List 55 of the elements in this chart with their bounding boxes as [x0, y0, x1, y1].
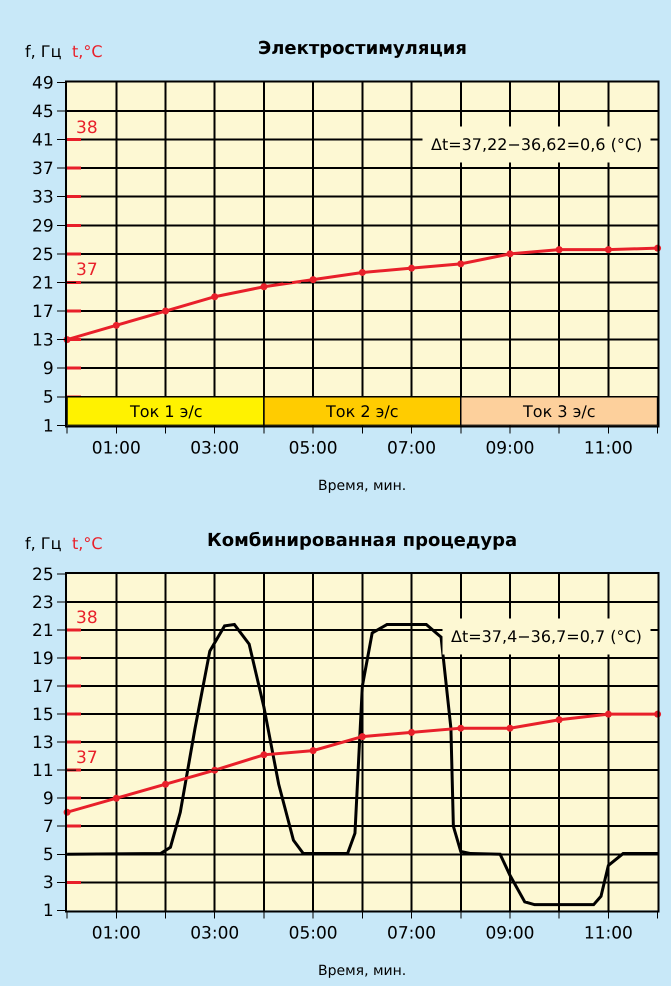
y-tick-label: 33 [32, 188, 54, 208]
y-tick-label: 45 [32, 102, 54, 122]
chart-title: Комбинированная процедура [207, 530, 518, 551]
x-tick-label: 05:00 [288, 924, 338, 944]
y-tick-label: 29 [32, 216, 54, 236]
y2-axis-title: t,°C [72, 42, 103, 61]
y-tick-label: 1 [42, 416, 54, 436]
y2-tick-label: 38 [76, 608, 98, 628]
y2-tick-label: 37 [76, 748, 98, 768]
y-tick-label: 49 [32, 73, 54, 94]
y-tick-label: 13 [32, 330, 54, 351]
y-tick-label: 5 [42, 388, 54, 408]
y-tick-label: 37 [32, 159, 54, 180]
x-tick-label: 09:00 [485, 438, 534, 459]
x-tick-label: 07:00 [387, 924, 436, 944]
y-tick-label: 13 [32, 733, 54, 754]
y-tick-label: 41 [32, 130, 54, 151]
y-tick-label: 17 [32, 677, 54, 698]
y-tick-label: 9 [42, 789, 54, 810]
y-tick-label: 21 [32, 273, 54, 294]
x-tick-label: 07:00 [387, 438, 436, 459]
y-tick-label: 17 [32, 302, 54, 322]
y-tick-label: 25 [32, 565, 54, 586]
y-tick-label: 5 [42, 845, 54, 866]
x-axis-title: Время, мин. [318, 963, 406, 979]
x-tick-label: 03:00 [190, 924, 240, 944]
x-tick-label: 11:00 [584, 924, 633, 944]
y-tick-label: 15 [32, 705, 54, 726]
y-tick-label: 11 [32, 761, 54, 782]
annotation: Δt=37,4−36,7=0,7 (°C) [451, 627, 642, 646]
y2-axis-title: t,°C [72, 534, 103, 553]
band-label: Ток 3 э/с [522, 402, 596, 421]
y-tick-label: 3 [42, 873, 54, 894]
y-axis-title: f, Гц [25, 534, 62, 553]
x-tick-label: 09:00 [485, 924, 534, 944]
y-axis-title: f, Гц [25, 42, 62, 61]
y-tick-label: 25 [32, 244, 54, 265]
band-label: Ток 1 э/с [129, 402, 203, 421]
y2-tick-label: 38 [76, 118, 98, 138]
annotation: Δt=37,22−36,62=0,6 (°C) [431, 135, 642, 154]
x-tick-label: 05:00 [288, 438, 338, 459]
x-tick-label: 01:00 [92, 438, 141, 459]
y-tick-label: 1 [42, 901, 54, 922]
x-tick-label: 03:00 [190, 438, 240, 459]
x-tick-label: 11:00 [584, 438, 633, 459]
y2-tick-label: 37 [76, 260, 98, 280]
chart-title: Электростимуляция [258, 38, 467, 59]
y-tick-label: 23 [32, 593, 54, 614]
y-tick-label: 19 [32, 649, 54, 670]
x-axis-title: Время, мин. [318, 478, 406, 494]
x-tick-label: 01:00 [92, 924, 141, 944]
band-label: Ток 2 э/с [325, 402, 399, 421]
y-tick-label: 21 [32, 621, 54, 642]
y-tick-label: 9 [42, 359, 54, 380]
y-tick-label: 7 [42, 817, 54, 838]
